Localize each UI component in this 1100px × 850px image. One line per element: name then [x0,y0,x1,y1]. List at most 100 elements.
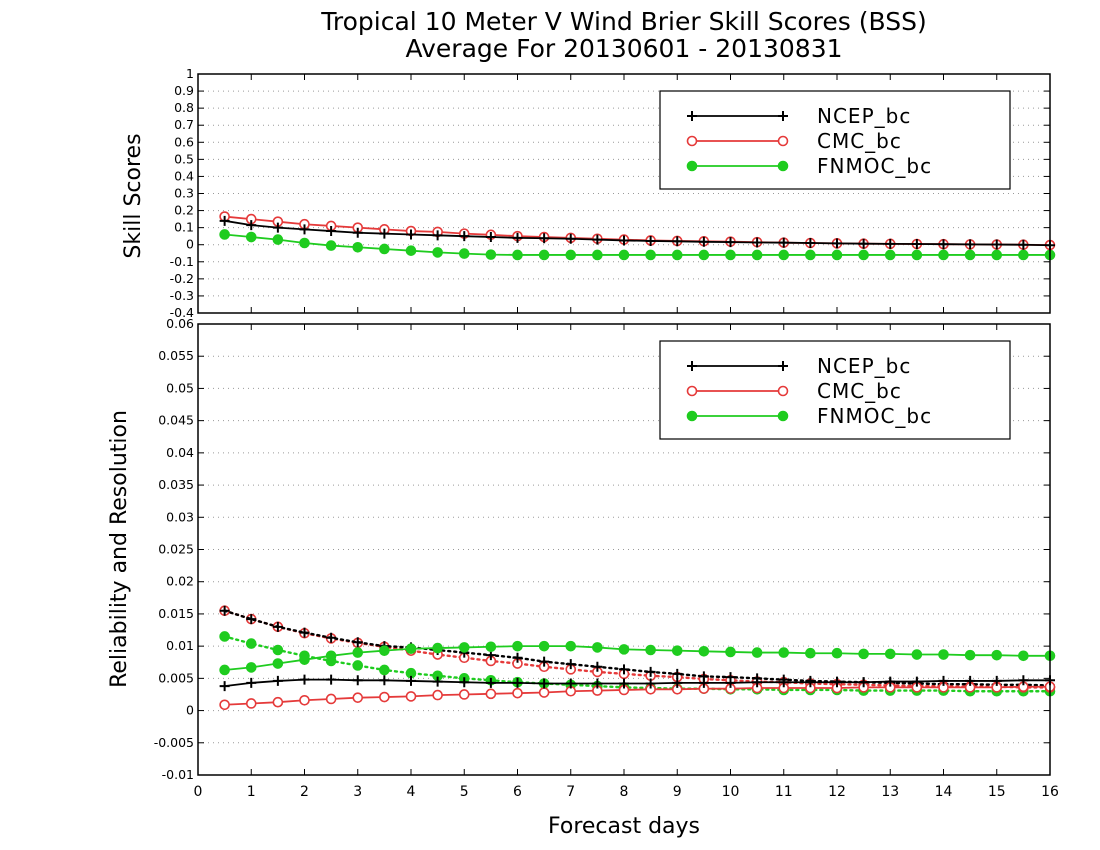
data-point [885,676,896,687]
data-point [432,230,443,241]
data-point [326,632,337,643]
data-point [245,638,257,649]
legend-label: NCEP_bc [817,104,911,128]
data-point [698,236,709,247]
y-tick-label: 0.5 [174,151,194,166]
legend-marker [686,135,698,147]
data-point [911,649,923,660]
data-point [832,677,842,688]
x-tick-label: 7 [566,784,575,800]
legend-marker [687,111,697,121]
data-point [751,647,763,658]
x-tick-label: 12 [828,784,846,800]
data-point [1018,239,1029,250]
y-tick-label: 0.035 [158,477,194,492]
data-point [299,694,310,706]
data-point [672,677,683,688]
legend-marker [777,385,789,397]
data-point [592,234,603,245]
x-tick-label: 2 [300,784,309,800]
legend-item-ncep-bc: NCEP_bc [687,104,911,128]
data-point [405,643,417,655]
data-point [592,642,603,653]
data-point [432,642,443,654]
data-point [406,229,416,240]
legend-marker [687,361,697,371]
data-point [991,249,1003,261]
legend-item-ncep-bc: NCEP_bc [687,354,910,378]
data-point [565,233,576,244]
legend-marker [777,135,789,147]
data-point [725,677,736,688]
legend-label: CMC_bc [817,379,902,403]
x-axis-label: Forecast days [548,814,700,839]
legend-label: FNMOC_bc [817,154,932,178]
legend-marker [686,160,698,172]
data-point [246,220,257,231]
data-point [911,676,922,687]
data-point [832,238,842,249]
data-point [272,675,283,686]
y-tick-label: 0.01 [166,638,194,653]
data-point [778,249,790,261]
data-point [485,641,497,653]
data-point [698,645,710,657]
y-tick-label: 0.7 [174,117,194,132]
data-point [458,248,470,259]
data-point [246,614,257,625]
y-tick-label: -0.1 [170,254,194,269]
legend-item-cmc-bc: CMC_bc [686,129,902,153]
y-tick-label: 1 [186,66,194,81]
data-point [352,637,363,648]
series-line [224,645,1050,671]
data-point [1018,249,1029,261]
data-point [885,238,896,249]
x-tick-label: 3 [353,784,362,800]
series-cmc-bc [219,681,1056,711]
data-point [512,687,523,699]
data-point [672,236,683,247]
data-point [245,698,257,709]
y-tick-label: 0.9 [174,83,194,98]
data-point [938,649,949,660]
legend-marker [778,361,788,371]
y-tick-label: -0.4 [170,305,194,320]
data-point [485,249,497,260]
skill-score-panel: -0.4 -0.3 -0.2 -0.1 0 0.1 0.2 0.3 0.4 0.5 0.6 0.7 0.… [170,66,1056,320]
series-line [223,609,1052,687]
x-tick-label: 6 [513,784,522,800]
reliability-resolution-panel: -0.01 -0.005 0 0.005 0.01 0.015 0.02 0.025 0.03 0… [154,316,1059,800]
legend-box [659,90,1011,190]
data-point [485,677,496,688]
legend-item-fnmoc-bc: FNMOC_bc [686,154,932,178]
legend-label: CMC_bc [817,129,902,153]
x-tick-label: 15 [988,784,1006,800]
data-point [778,677,789,688]
data-point [459,677,470,688]
y-tick-label: 0.06 [166,316,194,331]
data-point [512,677,523,688]
y-tick-label: 0.05 [166,380,194,395]
data-point [592,678,603,689]
data-point [246,677,257,688]
data-point [619,664,629,675]
series-ncep-bc [219,215,1055,251]
data-point [671,645,683,656]
data-point [219,605,230,616]
data-point [831,249,843,261]
y-tick-label: 0.025 [158,542,194,557]
y-tick-label: 0.015 [158,606,194,621]
x-tick-label: 0 [194,784,203,800]
legend-item-cmc-bc: CMC_bc [686,379,902,403]
data-point [778,237,789,248]
x-tick-label: 14 [935,784,953,800]
data-point [272,644,284,656]
data-point [326,226,337,237]
data-point [592,249,603,261]
data-point [1018,675,1029,686]
data-point [352,647,364,658]
data-point [432,676,443,687]
data-point [299,224,310,235]
legend-marker [778,111,788,121]
